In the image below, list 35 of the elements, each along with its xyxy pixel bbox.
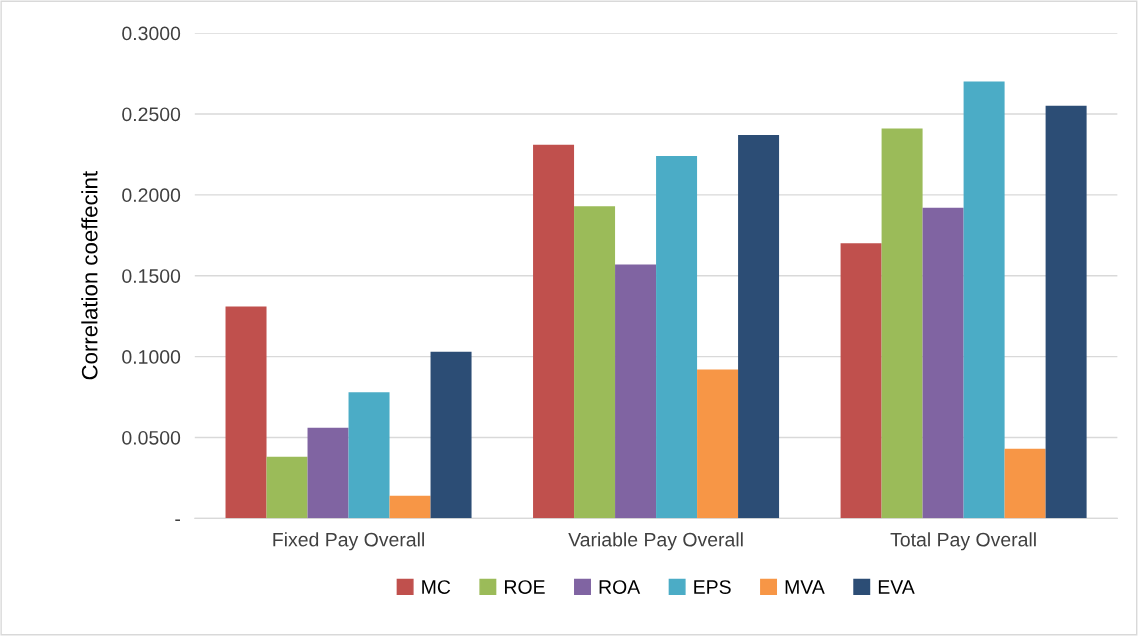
- legend-label: MVA: [785, 580, 825, 594]
- legend-label: ROE: [505, 580, 545, 594]
- bar: [389, 495, 431, 519]
- bar: [225, 306, 267, 519]
- bar: [266, 456, 308, 519]
- y-tick-label: 0.1500: [122, 269, 181, 283]
- bar: [922, 207, 964, 519]
- y-axis-title: Correlation coeffecint: [81, 171, 98, 380]
- bar: [307, 427, 349, 519]
- bar: [615, 264, 657, 519]
- legend-label: ROA: [599, 580, 641, 594]
- legend-label: EVA: [878, 580, 915, 594]
- bar: [348, 392, 390, 519]
- y-tick-label: 0.2000: [122, 188, 181, 203]
- bar: [738, 134, 780, 519]
- bar: [881, 128, 923, 519]
- bar: [1045, 105, 1087, 519]
- legend-label: MC: [422, 580, 451, 594]
- bar: [963, 81, 1005, 519]
- y-tick-label: 0.1000: [122, 350, 181, 364]
- bar: [656, 156, 698, 519]
- y-tick-label: 0.3000: [122, 26, 181, 41]
- y-tick-label: 0.2500: [122, 107, 181, 122]
- bar: [533, 144, 575, 519]
- bar: [697, 369, 739, 519]
- x-tick-label: Fixed Pay Overall: [273, 532, 424, 551]
- bar: [1004, 448, 1046, 519]
- x-tick-label: Variable Pay Overall: [568, 532, 743, 551]
- x-tick-label: Total Pay Overall: [890, 532, 1036, 551]
- bar: [840, 243, 882, 519]
- y-tick-label: 0.0500: [122, 430, 181, 445]
- y-tick-label: -: [175, 519, 181, 521]
- bar: [430, 351, 472, 519]
- bar: [574, 206, 616, 519]
- legend-label: EPS: [694, 580, 731, 594]
